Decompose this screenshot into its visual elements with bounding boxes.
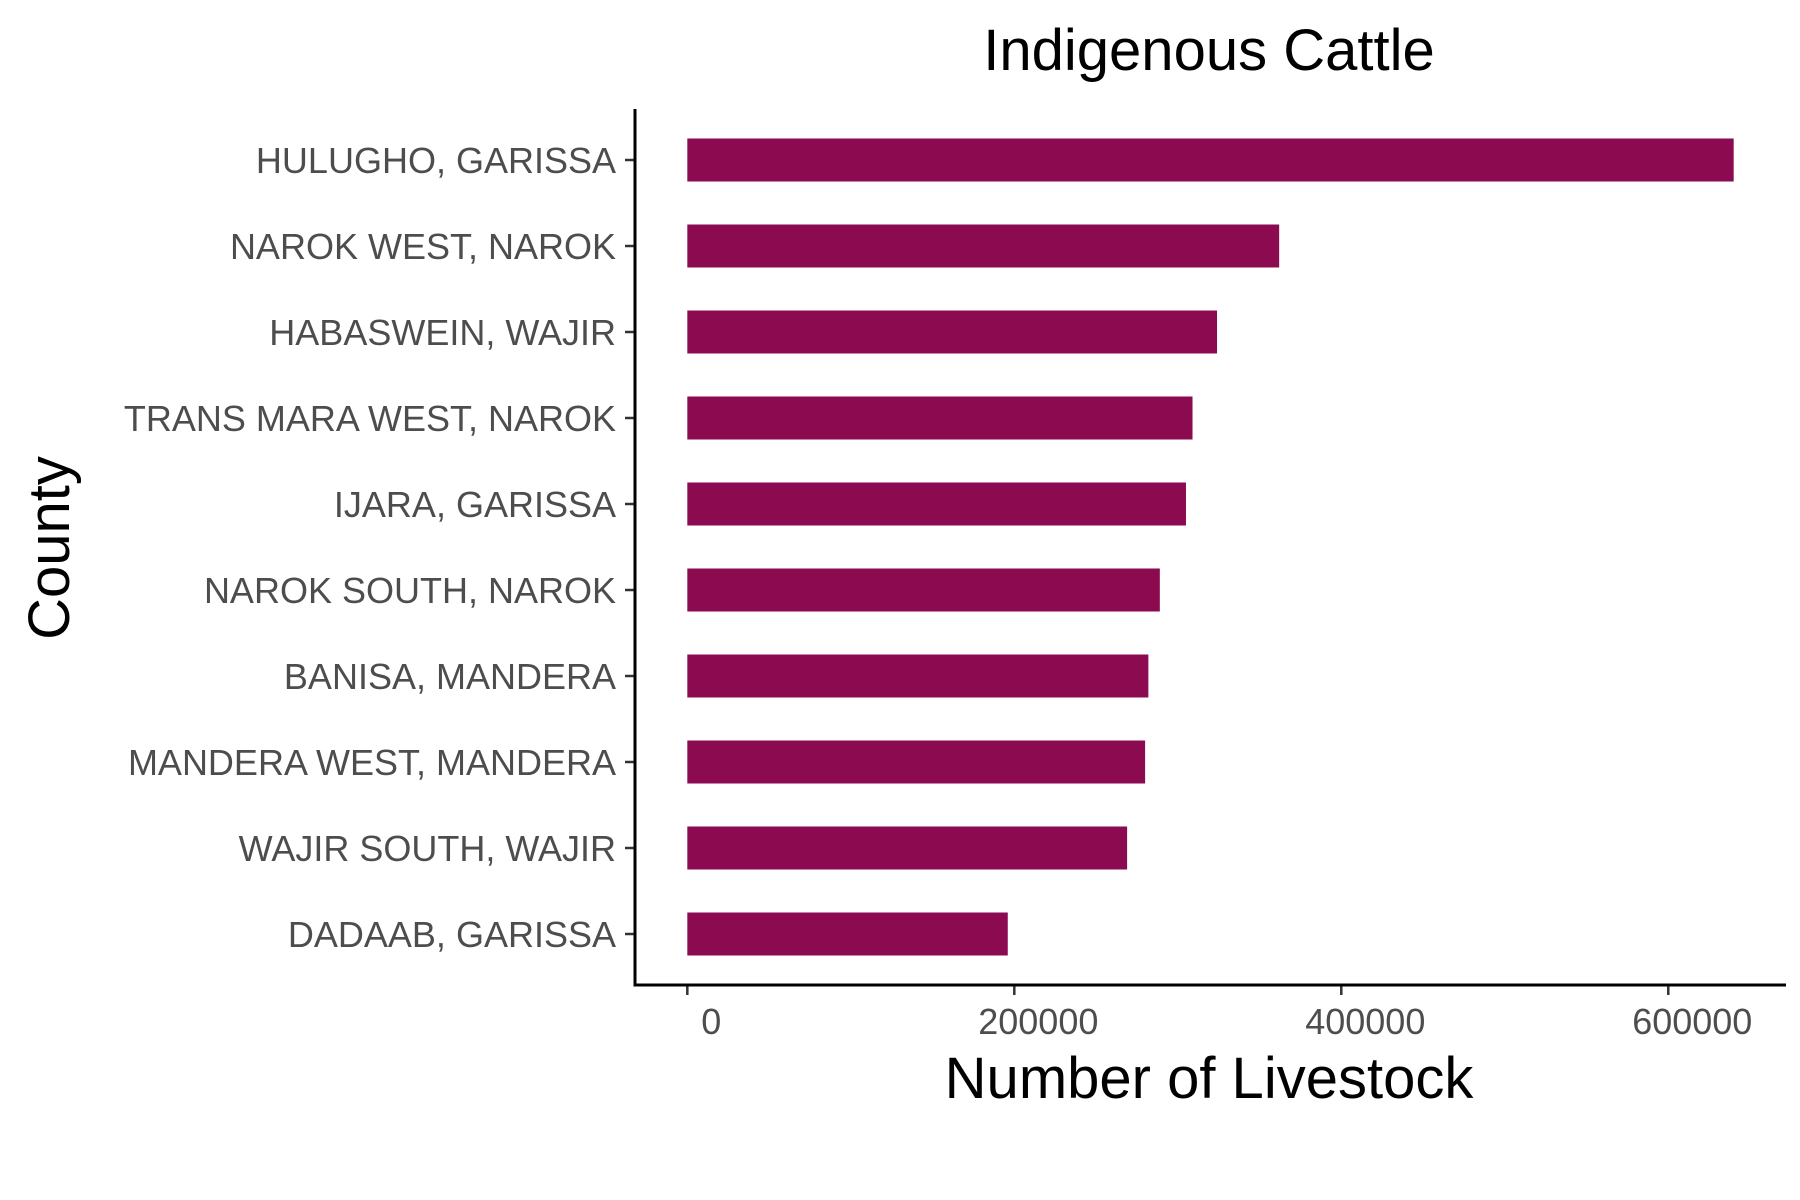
y-tick-label: HULUGHO, GARISSA (256, 140, 616, 181)
y-tick-label: NAROK SOUTH, NAROK (204, 570, 616, 611)
bar (687, 396, 1193, 440)
bar (687, 224, 1280, 268)
x-axis-ticks: 0 200000 400000 600000 (686, 986, 1752, 1042)
y-axis-ticks: HULUGHO, GARISSA NAROK WEST, NAROK HABASWE… (124, 140, 635, 955)
x-tick-label: 400000 (1305, 1001, 1425, 1042)
y-tick-label: MANDERA WEST, MANDERA (128, 742, 616, 783)
y-axis-title: County (17, 456, 82, 640)
bar (687, 482, 1186, 526)
y-tick-label: BANISA, MANDERA (284, 656, 616, 697)
y-tick-label: TRANS MARA WEST, NAROK (124, 398, 616, 439)
bar (687, 310, 1218, 354)
y-tick-label: HABASWEIN, WAJIR (269, 312, 616, 353)
y-tick-label: NAROK WEST, NAROK (230, 226, 616, 267)
bar (687, 138, 1734, 182)
y-tick-label: DADAAB, GARISSA (288, 914, 616, 955)
y-tick-label: IJARA, GARISSA (334, 484, 616, 525)
x-tick-label: 200000 (978, 1001, 1098, 1042)
bar (687, 568, 1160, 612)
chart-title: Indigenous Cattle (983, 18, 1434, 83)
x-tick-label: 600000 (1632, 1001, 1752, 1042)
x-axis-title: Number of Livestock (945, 1046, 1475, 1111)
y-tick-label: WAJIR SOUTH, WAJIR (239, 828, 616, 869)
bar (687, 912, 1008, 956)
bar (687, 654, 1149, 698)
bar (687, 740, 1146, 784)
x-tick-label: 0 (701, 1001, 721, 1042)
bars-group (687, 138, 1734, 956)
bar (687, 826, 1128, 870)
